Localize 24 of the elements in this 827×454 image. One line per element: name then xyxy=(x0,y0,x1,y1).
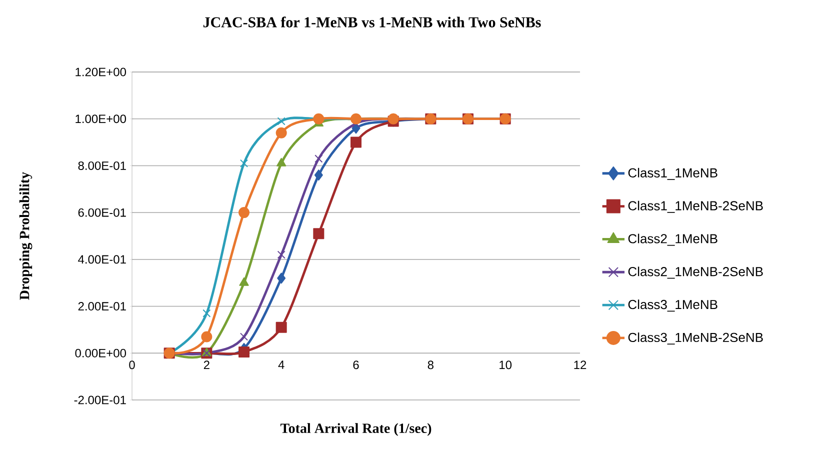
y-tick-label: -2.00E-01 xyxy=(74,396,126,404)
legend-label: Class1_1MeNB xyxy=(628,168,718,180)
y-tick-label: 1.20E+00 xyxy=(76,68,126,76)
x-tick-label: 12 xyxy=(574,360,586,370)
legend-label: Class2_1MeNB-2SeNB xyxy=(628,266,763,279)
x-axis-title: Total Arrival Rate (1/sec) xyxy=(280,423,432,436)
x-tick-label: 8 xyxy=(428,360,434,370)
x-tick-label: 2 xyxy=(204,360,210,370)
x-tick-label: 10 xyxy=(500,360,512,370)
y-tick-label: 8.00E-01 xyxy=(78,161,126,170)
y-tick-label: 1.00E+00 xyxy=(76,114,126,124)
legend-label: Class1_1MeNB-2SeNB xyxy=(628,200,763,213)
legend-label: Class3_1MeNB-2SeNB xyxy=(628,332,763,345)
y-tick-label: 6.00E-01 xyxy=(78,208,126,217)
legend-label: Class3_1MeNB xyxy=(628,300,718,312)
x-tick-label: 0 xyxy=(129,360,135,370)
x-tick-label: 4 xyxy=(278,360,284,369)
y-axis-title: Dropping Probability xyxy=(19,172,32,300)
y-tick-label: 2.00E-01 xyxy=(78,302,126,311)
x-tick-label: 6 xyxy=(353,360,359,370)
y-tick-label: 4.00E-01 xyxy=(78,255,126,264)
legend-label: Class2_1MeNB xyxy=(628,234,718,246)
y-tick-label: 0.00E+00 xyxy=(75,348,126,358)
chart-title: JCAC-SBA for 1-MeNB vs 1-MeNB with Two SeNBs xyxy=(203,16,541,28)
